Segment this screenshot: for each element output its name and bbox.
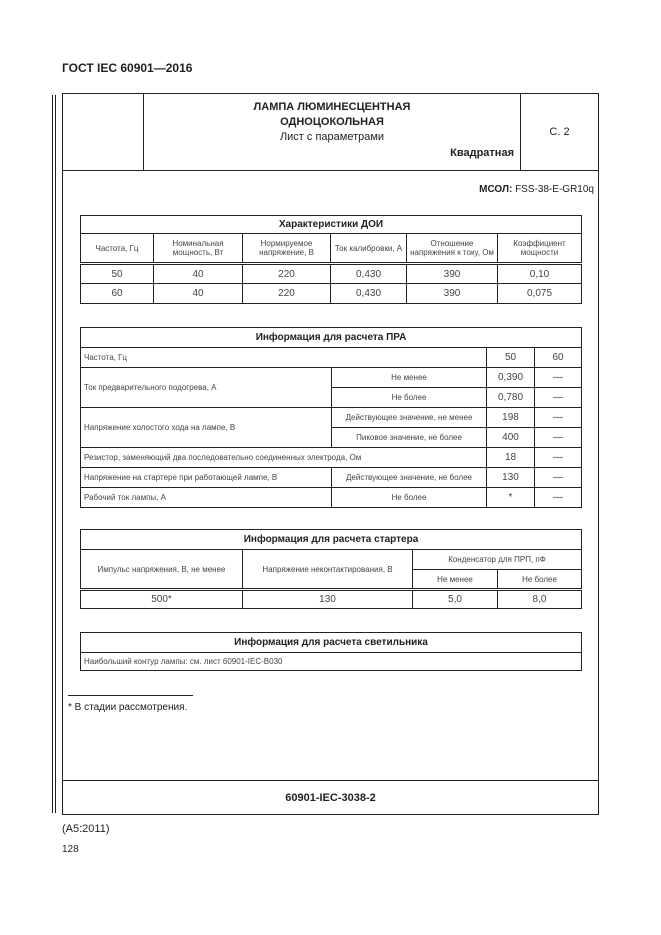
amendment: (A5:2011) — [62, 823, 110, 835]
table-row: Резистор, заменяющий два последовательно… — [80, 447, 582, 468]
cell: 400 — [486, 427, 535, 448]
luminaire-title: Информация для расчета светильника — [80, 632, 582, 653]
cell: Резистор, заменяющий два последовательно… — [80, 447, 487, 468]
cell: 40 — [153, 283, 243, 304]
cell: 50 — [80, 263, 154, 284]
cell: 0,430 — [330, 283, 407, 304]
title-block: ЛАМПА ЛЮМИНЕСЦЕНТНАЯ ОДНОЦОКОЛЬНАЯ Лист … — [62, 93, 599, 171]
cell: 60 — [80, 283, 154, 304]
cell: 390 — [406, 283, 498, 304]
cell: 0,075 — [497, 283, 582, 304]
luminaire-table: Информация для расчета светильника Наибо… — [80, 632, 582, 671]
cell: Ток предварительного подогрева, А — [80, 367, 332, 408]
cell: Пиковое значение, не более — [331, 427, 487, 448]
shape-label: Квадратная — [450, 147, 514, 159]
cell: 5,0 — [412, 589, 498, 609]
cell: — — [534, 427, 582, 448]
cell: 500* — [80, 589, 243, 609]
cell: — — [534, 487, 582, 508]
cell: 130 — [242, 589, 413, 609]
table-row: Рабочий ток лампы, А Не более * — — [80, 487, 582, 508]
table-row: Ток предварительного подогрева, А Не мене… — [80, 367, 582, 408]
doi-title: Характеристики ДОИ — [80, 215, 582, 234]
cell: Не более — [331, 487, 487, 508]
change-bar — [52, 95, 53, 813]
document-header: ГОСТ IEC 60901—2016 — [62, 61, 193, 75]
mcol-code: МСОЛ: FSS-38-E-GR10q — [479, 184, 594, 195]
doi-header: Отношение напряжения к току, Ом — [406, 233, 498, 265]
title-block-title: ЛАМПА ЛЮМИНЕСЦЕНТНАЯ ОДНОЦОКОЛЬНАЯ Лист … — [144, 94, 521, 170]
footnote: * В стадии рассмотрения. — [68, 702, 188, 713]
footnote-divider — [68, 695, 193, 696]
table-row: Напряжение на стартере при работающей ла… — [80, 467, 582, 488]
starter-header: Напряжение неконтактирования, В — [242, 549, 413, 591]
cell: Наибольший контур лампы: см. лист 60901-… — [80, 652, 582, 671]
title-block-empty-cell — [63, 94, 144, 170]
table-row: 50 40 220 0,430 390 0,10 — [80, 263, 582, 284]
cell: — — [534, 447, 582, 468]
cell: 18 — [486, 447, 535, 468]
starter-header: Импульс напряжения, В, не менее — [80, 549, 243, 591]
sheet-page: С. 2 — [549, 126, 570, 138]
cell: 220 — [242, 263, 331, 284]
change-bar — [55, 95, 56, 813]
cell: Напряжение на стартере при работающей ла… — [80, 467, 332, 488]
cell: Напряжение холостого хода на лампе, В — [80, 407, 332, 448]
pra-table: Информация для расчета ПРА Частота, Гц 50… — [80, 327, 582, 508]
cell: 198 — [486, 407, 535, 428]
cell: 0,430 — [330, 263, 407, 284]
cell: — — [534, 367, 582, 388]
page-number: 128 — [62, 844, 79, 855]
cell: 220 — [242, 283, 331, 304]
cell: Действующее значение, не менее — [331, 407, 487, 428]
starter-table: Информация для расчета стартера Импульс … — [80, 529, 582, 609]
pra-title: Информация для расчета ПРА — [80, 327, 582, 348]
cell: 0,780 — [486, 387, 535, 408]
cell: 60 — [534, 347, 582, 368]
cell: Частота, Гц — [80, 347, 487, 368]
cell: Не более — [331, 387, 487, 408]
table-row: Пиковое значение, не более 400— — [81, 427, 582, 448]
doi-header: Номинальная мощность, Вт — [153, 233, 243, 265]
table-row: Частота, Гц 50 60 — [80, 347, 582, 368]
table-row: 60 40 220 0,430 390 0,075 — [80, 283, 582, 304]
cell: — — [534, 407, 582, 428]
mcol-label: МСОЛ: — [479, 184, 513, 195]
cell: 40 — [153, 263, 243, 284]
table-row: Напряжение холостого хода на лампе, В Дей… — [80, 407, 582, 448]
cell: 390 — [406, 263, 498, 284]
cell: — — [534, 467, 582, 488]
doi-header: Частота, Гц — [80, 233, 154, 265]
doi-header: Нормируемое напряжение, В — [242, 233, 331, 265]
cell: Рабочий ток лампы, А — [80, 487, 332, 508]
cell: Не менее — [331, 367, 487, 388]
title-line-2: ОДНОЦОКОЛЬНАЯ — [280, 116, 384, 128]
cell: * — [486, 487, 535, 508]
cell: 8,0 — [497, 589, 582, 609]
doi-header: Ток калибровки, А — [330, 233, 407, 265]
title-line-3: Лист с параметрами — [279, 131, 385, 143]
cell: 0,10 — [497, 263, 582, 284]
cell: 0,390 — [486, 367, 535, 388]
starter-header: Не менее — [412, 569, 498, 591]
starter-title: Информация для расчета стартера — [80, 529, 582, 550]
sheet-id: 60901-IEC-3038-2 — [62, 780, 599, 815]
title-line-1: ЛАМПА ЛЮМИНЕСЦЕНТНАЯ — [253, 101, 411, 113]
cell: Действующее значение, не более — [331, 467, 487, 488]
starter-header: Не более — [497, 569, 582, 591]
cell: — — [534, 387, 582, 408]
table-row: 500* 130 5,0 8,0 — [80, 589, 582, 609]
mcol-value: FSS-38-E-GR10q — [515, 184, 594, 195]
doi-table: Характеристики ДОИ Частота, Гц Номинальн… — [80, 215, 582, 304]
cell: 50 — [486, 347, 535, 368]
starter-header: Конденсатор для ПРП, пФ — [412, 549, 582, 570]
cell: 130 — [486, 467, 535, 488]
doi-header: Коэффициент мощности — [497, 233, 582, 265]
